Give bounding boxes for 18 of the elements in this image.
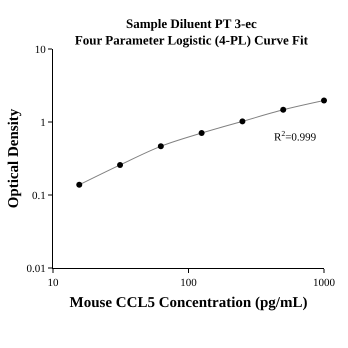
y-axis-title: Optical Density [6,108,22,208]
point [198,130,205,136]
y-tick-label: 0.1 [32,190,46,202]
y-tick-label: 0.01 [26,262,46,275]
point [117,162,124,168]
chart-title: Sample Diluent PT 3-ec Four Parameter Logistic (4-PL) Curve Fit [74,16,309,48]
point [76,182,82,188]
y-tick-label: 10 [34,44,46,56]
point [280,106,286,113]
y-tick-label: 1 [40,116,46,129]
x-tick-label: 1000 [313,277,336,290]
x-axis-title: Mouse CCL5 Concentration (pg/mL) [70,295,308,312]
point [158,143,164,150]
point [239,118,246,124]
annotation: R$^{2}$=0.999 [274,129,317,144]
point [321,98,327,104]
x-tick-label: 10 [48,277,59,290]
x-tick-label: 100 [180,277,198,290]
